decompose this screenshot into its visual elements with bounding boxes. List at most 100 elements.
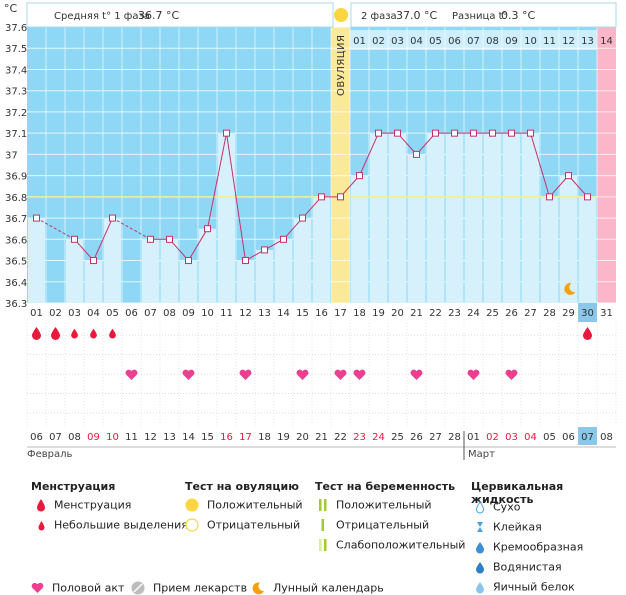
temperature-bar (28, 218, 45, 303)
line-segment (359, 132, 379, 176)
temperature-bar (446, 133, 463, 303)
date-label: 07 (49, 432, 62, 443)
date-label: 21 (315, 432, 328, 443)
cycle-day-label: 18 (353, 308, 366, 319)
legend-pregnancy-negative-label: Отрицательный (336, 518, 430, 532)
legend-ovulation-test-title: Тест на овуляцию (185, 480, 299, 493)
date-label: 18 (258, 432, 271, 443)
cycle-day-label: 06 (125, 308, 138, 319)
date-label: 08 (68, 432, 81, 443)
menstruation-drop (583, 327, 592, 340)
data-point (470, 129, 477, 137)
y-tick-label: 37.4 (5, 65, 27, 76)
legend-pregnancy-positive-label: Положительный (336, 498, 432, 512)
luteal-day-label: 01 (353, 36, 366, 47)
line-segment (416, 132, 436, 155)
temperature-bar (313, 196, 330, 303)
line-segment (549, 175, 569, 198)
data-point (71, 235, 78, 243)
date-label: 06 (562, 432, 575, 443)
luteal-day-label: 12 (562, 36, 575, 47)
spotting-drop (71, 328, 78, 339)
cycle-day-label: 26 (505, 308, 518, 319)
month-label: Март (468, 449, 495, 460)
date-label: 02 (486, 432, 499, 443)
hourglass-icon (477, 522, 483, 532)
legend-cervical-watery-label: Водянистая (493, 560, 562, 574)
phase2-label: 2 фаза (361, 11, 397, 22)
legend-cervical-dry-label: Сухо (493, 500, 521, 514)
cycle-day-label: 21 (410, 308, 423, 319)
cycle-day-label: 03 (68, 308, 81, 319)
intercourse-heart (296, 369, 309, 380)
phase1-header (26, 2, 334, 28)
y-tick-label: 37 (5, 150, 18, 161)
bbt-chart: 01 02 03 04 05 06 07 08 09 10 11 12 13 14 37.6 37.5 37.4… (4, 2, 617, 460)
phase2-header (350, 2, 617, 28)
phase2-value: 37.0 °C (396, 9, 437, 22)
temperature-bar (522, 133, 539, 303)
date-label: 15 (201, 432, 214, 443)
date-label: 28 (448, 432, 461, 443)
temperature-bar (484, 133, 501, 303)
data-point (90, 257, 97, 265)
date-label: 09 (87, 432, 100, 443)
weak-strips-icon (319, 539, 327, 551)
drop-small-icon (38, 521, 45, 531)
line-segment (169, 238, 189, 261)
data-point (299, 214, 306, 222)
spotting-drop (109, 328, 116, 339)
line-segment (207, 133, 227, 229)
luteal-day-label: 09 (505, 36, 518, 47)
data-point (432, 129, 439, 137)
temperature-bar (408, 154, 425, 303)
line-segment (568, 175, 588, 198)
temperature-bar (351, 175, 368, 303)
ovulation-sun-icon (334, 8, 348, 22)
date-label: 26 (410, 432, 423, 443)
spotting-drop (90, 328, 97, 339)
legend-ovulation-negative-label: Отрицательный (207, 518, 301, 532)
sun-outline-icon (185, 518, 199, 532)
date-label: 17 (239, 432, 252, 443)
intercourse-heart (410, 369, 423, 380)
data-point (166, 235, 173, 243)
intercourse-heart (182, 369, 195, 380)
temperature-bar (294, 218, 311, 303)
cycle-day-label: 31 (600, 308, 613, 319)
ovulation-label: ОВУЛЯЦИЯ (336, 35, 347, 97)
date-label: 08 (600, 432, 613, 443)
y-tick-label: 36.4 (5, 278, 27, 289)
temperature-bar (142, 239, 159, 303)
date-label: 13 (163, 432, 176, 443)
ovulation-column (331, 27, 350, 303)
legend-intercourse-label: Половой акт (52, 581, 125, 595)
line-segment (340, 175, 360, 198)
intercourse-heart (467, 369, 480, 380)
one-strip-icon (321, 519, 324, 531)
line-segment (93, 217, 113, 261)
data-point (223, 129, 230, 137)
y-tick-label: 36.7 (5, 214, 27, 225)
pill-icon (131, 581, 145, 595)
moon-icon (252, 582, 264, 595)
temperature-bar (199, 228, 216, 303)
date-label: 19 (277, 432, 290, 443)
date-label: 11 (125, 432, 138, 443)
temperature-bar (275, 239, 292, 303)
cycle-day-label: 25 (486, 308, 499, 319)
temperature-bar (465, 133, 482, 303)
line-segment (112, 217, 151, 240)
legend-cervical-sticky-label: Клейкая (493, 520, 542, 534)
luteal-day-label: 07 (467, 36, 480, 47)
data-point (261, 246, 268, 254)
data-point (109, 214, 116, 222)
y-tick-label: 36.6 (5, 235, 27, 246)
legend-menstruation-label: Менструация (54, 498, 132, 512)
today-date-highlight (578, 427, 597, 445)
data-point (508, 129, 515, 137)
date-label: 22 (334, 432, 347, 443)
luteal-row-background (350, 30, 597, 50)
date-label: 03 (505, 432, 518, 443)
date-label: 07 (581, 432, 594, 443)
